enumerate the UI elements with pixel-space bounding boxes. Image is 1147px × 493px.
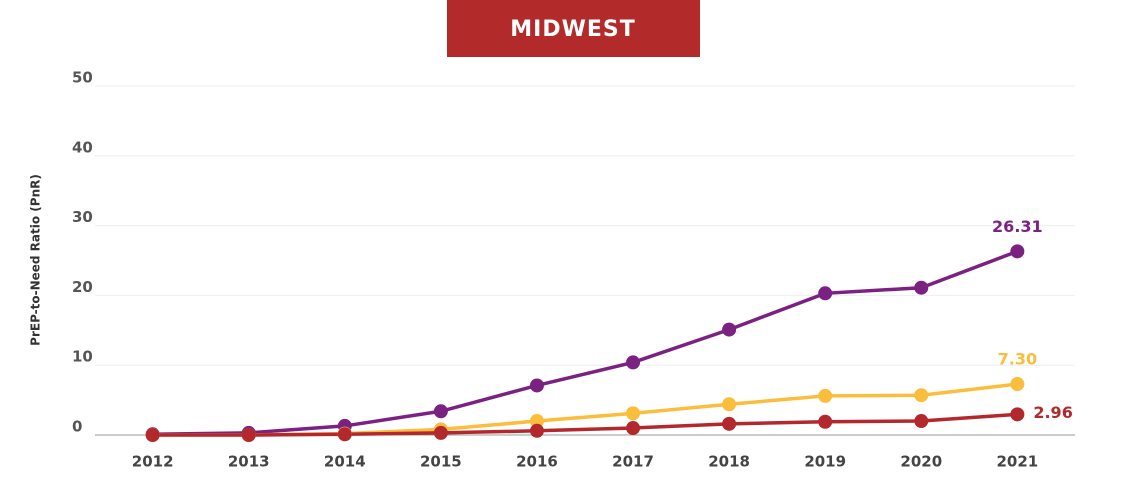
data-label: 7.30 <box>998 350 1037 369</box>
x-tick-label: 2020 <box>900 453 942 471</box>
y-tick-label: 0 <box>72 418 82 436</box>
data-label: 2.96 <box>1033 403 1072 422</box>
y-tick-label: 20 <box>72 278 93 296</box>
data-point <box>722 416 737 431</box>
data-point <box>1010 407 1025 422</box>
data-point <box>914 388 929 403</box>
data-point <box>722 397 737 412</box>
data-point <box>1010 244 1025 259</box>
x-tick-label: 2017 <box>612 453 654 471</box>
x-tick-label: 2013 <box>228 453 270 471</box>
data-point <box>914 280 929 295</box>
chart-title: MIDWEST <box>510 17 636 42</box>
y-tick-label: 10 <box>72 348 93 366</box>
x-tick-label: 2016 <box>516 453 558 471</box>
series-line <box>152 412 1018 437</box>
data-point <box>626 421 641 436</box>
data-point <box>1010 377 1025 392</box>
data-point <box>626 355 641 370</box>
data-point <box>433 425 448 440</box>
data-point <box>241 428 256 442</box>
data-point <box>914 414 929 429</box>
data-point <box>818 286 833 301</box>
x-tick-label: 2021 <box>996 453 1038 471</box>
x-tick-label: 2018 <box>708 453 750 471</box>
data-point <box>529 414 544 429</box>
y-tick-label: 30 <box>72 208 93 226</box>
data-point <box>818 414 833 429</box>
y-axis-label: PrEP-to-Need Ratio (PnR) <box>29 174 43 346</box>
series-line <box>152 249 1018 437</box>
x-tick-label: 2012 <box>132 453 174 471</box>
data-point <box>626 406 641 421</box>
title-box <box>447 0 700 57</box>
x-tick-label: 2019 <box>804 453 846 471</box>
data-point <box>529 378 544 393</box>
data-point <box>337 427 352 442</box>
series-line <box>152 382 1018 437</box>
x-tick-label: 2014 <box>324 453 366 471</box>
data-point <box>145 428 160 442</box>
data-point <box>722 322 737 337</box>
x-tick-label: 2015 <box>420 453 462 471</box>
y-tick-label: 40 <box>72 138 93 156</box>
y-tick-label: 50 <box>72 69 93 87</box>
data-point <box>818 388 833 403</box>
data-point <box>529 423 544 438</box>
data-point <box>433 404 448 419</box>
data-label: 26.31 <box>992 217 1043 236</box>
